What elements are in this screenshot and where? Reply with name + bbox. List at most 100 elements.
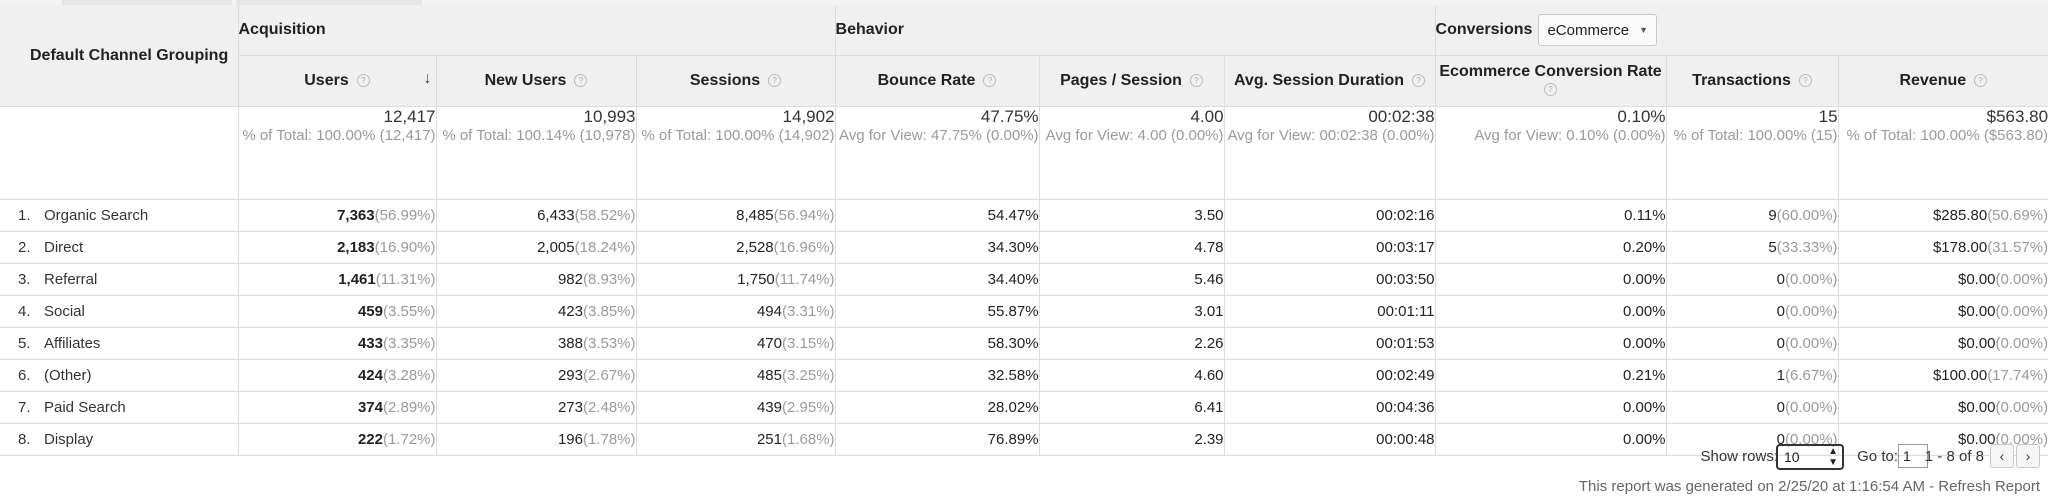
conversion-rate-cell: 0.00% xyxy=(1435,327,1667,360)
col-label-new-users: New Users xyxy=(484,72,567,89)
table-row: 6. (Other) 424(3.28%) 293(2.67%) 485(3.25%) 3… xyxy=(0,359,2048,392)
conversion-rate-cell-value: 0.11% xyxy=(1624,207,1666,224)
goto-page-input[interactable]: 1 xyxy=(1898,444,1928,468)
sort-arrow-down-icon[interactable]: ↓ xyxy=(423,70,432,87)
channel-cell: 3. Referral xyxy=(0,263,239,296)
avg-duration-cell: 00:02:49 xyxy=(1224,359,1436,392)
conversion-rate-cell-value: 0.20% xyxy=(1622,239,1666,256)
show-rows-value: 10 xyxy=(1784,449,1800,465)
col-header-bounce-rate[interactable]: Bounce Rate? xyxy=(835,55,1040,107)
total-subtext: Avg for View: 4.00 (0.00%) xyxy=(1045,127,1224,144)
help-icon[interactable]: ? xyxy=(356,74,370,88)
sessions-cell: 494(3.31%) xyxy=(636,295,836,328)
total-subtext: % of Total: 100.00% (15) xyxy=(1673,127,1838,144)
channel-link[interactable]: Social xyxy=(44,303,85,320)
col-label-avg-duration: Avg. Session Duration xyxy=(1233,72,1405,89)
transactions-cell: 9(60.00%) xyxy=(1666,199,1839,232)
sessions-cell-percent: (56.94%) xyxy=(773,207,835,224)
channel-link[interactable]: Referral xyxy=(44,271,98,288)
bounce-rate-cell: 76.89% xyxy=(835,423,1040,456)
help-icon[interactable]: ? xyxy=(768,74,782,88)
pages-session-cell-value: 4.60 xyxy=(1194,367,1224,384)
help-icon[interactable]: ? xyxy=(1412,74,1426,88)
sessions-cell-percent: (3.25%) xyxy=(782,367,835,384)
channel-link[interactable]: Paid Search xyxy=(44,399,126,416)
avg-duration-cell: 00:01:53 xyxy=(1224,327,1436,360)
channel-link[interactable]: (Other) xyxy=(44,367,92,384)
transactions-cell: 0(0.00%) xyxy=(1666,327,1839,360)
users-cell-percent: (3.35%) xyxy=(382,335,436,352)
pages-session-cell: 2.26 xyxy=(1039,327,1225,360)
col-header-users[interactable]: Users? ↓ xyxy=(238,55,437,107)
users-cell: 459(3.55%) xyxy=(238,295,437,328)
avg-duration-cell: 00:04:36 xyxy=(1224,391,1436,424)
users-cell: 374(2.89%) xyxy=(238,391,437,424)
dimension-header[interactable]: Default Channel Grouping xyxy=(0,5,239,107)
avg-duration-cell: 00:01:11 xyxy=(1224,295,1436,328)
users-cell-value: 433 xyxy=(357,335,383,352)
help-icon[interactable]: ? xyxy=(1798,74,1812,88)
channel-link[interactable]: Affiliates xyxy=(44,335,101,352)
conversion-rate-cell: 0.00% xyxy=(1435,263,1667,296)
prev-page-button[interactable]: ‹ xyxy=(1990,444,2014,468)
transactions-cell-value: 0 xyxy=(1776,271,1785,288)
bounce-rate-cell-value: 28.02% xyxy=(987,399,1039,416)
revenue-cell-value: $0.00 xyxy=(1957,335,1996,352)
col-header-avg-duration[interactable]: Avg. Session Duration? xyxy=(1224,55,1436,107)
tab-strip-segment xyxy=(62,0,232,5)
pages-session-cell-value: 6.41 xyxy=(1194,399,1224,416)
conversion-type-select[interactable]: eCommerce ▼ xyxy=(1538,14,1658,46)
bounce-rate-cell-value: 54.47% xyxy=(987,207,1039,224)
col-header-transactions[interactable]: Transactions? xyxy=(1666,55,1839,107)
chevron-right-icon: › xyxy=(2025,448,2031,464)
col-header-new-users[interactable]: New Users? xyxy=(436,55,637,107)
help-icon[interactable]: ? xyxy=(1189,74,1203,88)
channel-link[interactable]: Organic Search xyxy=(44,207,149,224)
conversion-rate-cell-value: 0.00% xyxy=(1622,271,1666,288)
pagination-bar: Show rows: 10 ▲ ▼ Go to: 1 1 - 8 of 8 ‹ › xyxy=(0,442,2048,472)
row-index: 8. xyxy=(18,431,31,448)
avg-duration-cell-value: 00:02:49 xyxy=(1376,367,1435,384)
users-cell-value: 374 xyxy=(357,399,383,416)
col-header-sessions[interactable]: Sessions? xyxy=(636,55,836,107)
revenue-cell-percent: (50.69%) xyxy=(1987,207,2048,224)
refresh-report-link[interactable]: Refresh Report xyxy=(1938,478,2040,495)
col-header-pages-session[interactable]: Pages / Session? xyxy=(1039,55,1225,107)
transactions-cell-value: 0 xyxy=(1776,335,1785,352)
row-index: 7. xyxy=(18,399,31,416)
revenue-cell: $0.00(0.00%) xyxy=(1838,263,2048,296)
transactions-cell-percent: (60.00%) xyxy=(1776,207,1838,224)
pages-session-cell: 4.60 xyxy=(1039,359,1225,392)
col-header-conversion-rate[interactable]: Ecommerce Conversion Rate? xyxy=(1435,55,1667,107)
pages-session-cell-value: 3.50 xyxy=(1194,207,1224,224)
channel-link[interactable]: Direct xyxy=(44,239,84,256)
table-row: 1. Organic Search 7,363(56.99%) 6,433(58.52… xyxy=(0,199,2048,232)
col-header-revenue[interactable]: Revenue? xyxy=(1838,55,2048,107)
total-value: 0.10% xyxy=(1617,107,1666,126)
pages-session-cell-value: 2.39 xyxy=(1194,431,1224,448)
new-users-cell-percent: (2.48%) xyxy=(582,399,636,416)
transactions-cell: 0(0.00%) xyxy=(1666,263,1839,296)
next-page-button[interactable]: › xyxy=(2016,444,2040,468)
sessions-cell: 251(1.68%) xyxy=(636,423,836,456)
channel-link[interactable]: Display xyxy=(44,431,94,448)
col-label-conversion-rate: Ecommerce Conversion Rate xyxy=(1439,63,1662,80)
help-icon[interactable]: ? xyxy=(574,74,588,88)
pages-session-cell: 4.78 xyxy=(1039,231,1225,264)
show-rows-select[interactable]: 10 ▲ ▼ xyxy=(1776,444,1844,470)
users-cell: 7,363(56.99%) xyxy=(238,199,437,232)
users-cell-value: 424 xyxy=(357,367,383,384)
row-index: 4. xyxy=(18,303,31,320)
bounce-rate-cell-value: 32.58% xyxy=(987,367,1039,384)
totals-row: 12,417% of Total: 100.00% (12,417) 10,99… xyxy=(0,106,2048,200)
help-icon[interactable]: ? xyxy=(983,74,997,88)
help-icon[interactable]: ? xyxy=(1544,83,1558,97)
bounce-rate-cell-value: 34.40% xyxy=(987,271,1039,288)
sessions-cell-percent: (1.68%) xyxy=(782,431,835,448)
revenue-cell-percent: (0.00%) xyxy=(1995,335,2048,352)
sessions-cell-value: 2,528 xyxy=(736,239,774,256)
help-icon[interactable]: ? xyxy=(1974,74,1988,88)
avg-duration-cell: 00:00:48 xyxy=(1224,423,1436,456)
sessions-cell-value: 494 xyxy=(756,303,782,320)
new-users-cell-value: 196 xyxy=(557,431,583,448)
